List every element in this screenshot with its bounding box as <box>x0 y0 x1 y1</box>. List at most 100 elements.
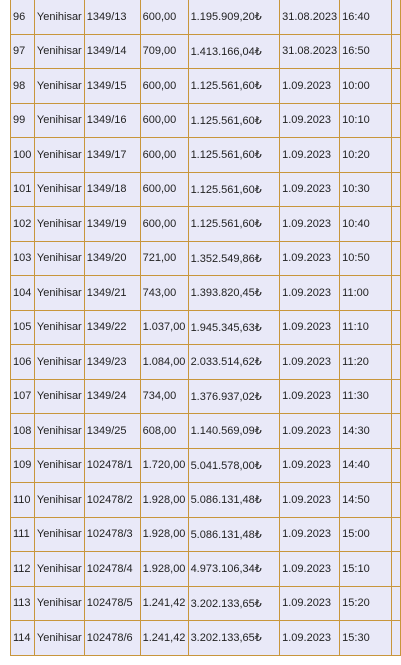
cell-parcel-number: 1349/21 <box>83 275 141 311</box>
cell-row-number: 98 <box>10 68 35 104</box>
cell-date: 1.09.2023 <box>279 447 341 483</box>
cell-overflow-edge <box>390 413 401 449</box>
cell-district: Yenihisar <box>33 551 85 587</box>
table-row: 108 Yenihisar 1349/25 608,00 1.140.569,09₺ 1.… <box>10 413 401 449</box>
cell-time: 10:40 <box>339 206 392 242</box>
cell-area: 600,00 <box>139 137 189 173</box>
cell-area: 743,00 <box>139 275 189 311</box>
cell-overflow-edge <box>390 585 401 621</box>
cell-time: 11:00 <box>339 275 392 311</box>
cell-date: 1.09.2023 <box>279 68 341 104</box>
cell-date: 1.09.2023 <box>279 620 341 656</box>
cell-district: Yenihisar <box>33 482 85 518</box>
cell-district: Yenihisar <box>33 516 85 552</box>
table-row: 96 Yenihisar 1349/13 600,00 1.195.909,20₺ 31.… <box>10 0 401 35</box>
cell-district: Yenihisar <box>33 33 85 69</box>
cell-date: 1.09.2023 <box>279 516 341 552</box>
cell-parcel-number: 1349/17 <box>83 137 141 173</box>
cell-district: Yenihisar <box>33 102 85 138</box>
cell-row-number: 105 <box>10 309 35 345</box>
cell-parcel-number: 1349/16 <box>83 102 141 138</box>
table-row: 107 Yenihisar 1349/24 734,00 1.376.937,02₺ 1.… <box>10 378 401 414</box>
cell-district: Yenihisar <box>33 378 85 414</box>
cell-price: 1.352.549,86₺ <box>187 240 281 276</box>
cell-date: 1.09.2023 <box>279 206 341 242</box>
cell-time: 11:20 <box>339 344 392 380</box>
cell-time: 15:20 <box>339 585 392 621</box>
cell-parcel-number: 1349/14 <box>83 33 141 69</box>
auction-table: 96 Yenihisar 1349/13 600,00 1.195.909,20₺ 31.… <box>10 0 401 656</box>
cell-price: 3.202.133,65₺ <box>187 620 281 656</box>
cell-date: 1.09.2023 <box>279 171 341 207</box>
cell-date: 1.09.2023 <box>279 378 341 414</box>
cell-row-number: 112 <box>10 551 35 587</box>
cell-parcel-number: 1349/15 <box>83 68 141 104</box>
cell-overflow-edge <box>390 0 401 35</box>
cell-time: 14:30 <box>339 413 392 449</box>
cell-date: 1.09.2023 <box>279 137 341 173</box>
cell-area: 721,00 <box>139 240 189 276</box>
cell-district: Yenihisar <box>33 620 85 656</box>
cell-overflow-edge <box>390 206 401 242</box>
cell-district: Yenihisar <box>33 206 85 242</box>
cell-overflow-edge <box>390 551 401 587</box>
cell-price: 1.393.820,45₺ <box>187 275 281 311</box>
cell-row-number: 107 <box>10 378 35 414</box>
cell-date: 1.09.2023 <box>279 309 341 345</box>
cell-time: 14:40 <box>339 447 392 483</box>
cell-area: 1.241,42 <box>139 585 189 621</box>
cell-time: 10:10 <box>339 102 392 138</box>
table-row: 114 Yenihisar 102478/6 1.241,42 3.202.133,65… <box>10 620 401 656</box>
cell-time: 15:10 <box>339 551 392 587</box>
cell-price: 1.140.569,09₺ <box>187 413 281 449</box>
cell-row-number: 113 <box>10 585 35 621</box>
table-row: 113 Yenihisar 102478/5 1.241,42 3.202.133,65… <box>10 585 401 621</box>
cell-date: 1.09.2023 <box>279 585 341 621</box>
cell-area: 600,00 <box>139 68 189 104</box>
cell-overflow-edge <box>390 516 401 552</box>
cell-row-number: 114 <box>10 620 35 656</box>
cell-price: 3.202.133,65₺ <box>187 585 281 621</box>
cell-price: 5.086.131,48₺ <box>187 482 281 518</box>
cell-area: 600,00 <box>139 0 189 35</box>
cell-area: 1.928,00 <box>139 482 189 518</box>
cell-price: 2.033.514,62₺ <box>187 344 281 380</box>
cell-price: 5.041.578,00₺ <box>187 447 281 483</box>
cell-row-number: 99 <box>10 102 35 138</box>
cell-parcel-number: 1349/25 <box>83 413 141 449</box>
table-row: 106 Yenihisar 1349/23 1.084,00 2.033.514,62₺… <box>10 344 401 380</box>
cell-row-number: 97 <box>10 33 35 69</box>
cell-overflow-edge <box>390 68 401 104</box>
cell-price: 1.376.937,02₺ <box>187 378 281 414</box>
cell-overflow-edge <box>390 137 401 173</box>
cell-time: 16:40 <box>339 0 392 35</box>
cell-row-number: 109 <box>10 447 35 483</box>
cell-overflow-edge <box>390 620 401 656</box>
cell-date: 31.08.2023 <box>279 33 341 69</box>
cell-overflow-edge <box>390 102 401 138</box>
cell-price: 1.195.909,20₺ <box>187 0 281 35</box>
table-row: 101 Yenihisar 1349/18 600,00 1.125.561,60₺ 1.… <box>10 171 401 207</box>
cell-parcel-number: 102478/5 <box>83 585 141 621</box>
cell-area: 600,00 <box>139 171 189 207</box>
cell-price: 1.125.561,60₺ <box>187 206 281 242</box>
cell-time: 10:00 <box>339 68 392 104</box>
cell-overflow-edge <box>390 240 401 276</box>
cell-parcel-number: 1349/23 <box>83 344 141 380</box>
cell-parcel-number: 1349/22 <box>83 309 141 345</box>
cell-district: Yenihisar <box>33 585 85 621</box>
cell-time: 16:50 <box>339 33 392 69</box>
cell-parcel-number: 1349/20 <box>83 240 141 276</box>
table-row: 103 Yenihisar 1349/20 721,00 1.352.549,86₺ 1.… <box>10 240 401 276</box>
cell-time: 10:30 <box>339 171 392 207</box>
cell-overflow-edge <box>390 309 401 345</box>
cell-date: 1.09.2023 <box>279 240 341 276</box>
cell-time: 10:50 <box>339 240 392 276</box>
table-row: 111 Yenihisar 102478/3 1.928,00 5.086.131,48… <box>10 516 401 552</box>
cell-row-number: 111 <box>10 516 35 552</box>
cell-date: 1.09.2023 <box>279 102 341 138</box>
cell-date: 31.08.2023 <box>279 0 341 35</box>
cell-overflow-edge <box>390 447 401 483</box>
cell-row-number: 110 <box>10 482 35 518</box>
cell-row-number: 100 <box>10 137 35 173</box>
